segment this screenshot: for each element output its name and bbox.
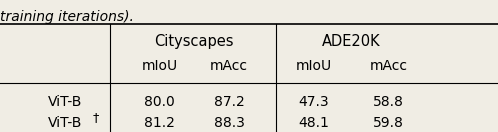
- Text: mIoU: mIoU: [296, 59, 332, 73]
- Text: mIoU: mIoU: [141, 59, 177, 73]
- Text: †: †: [92, 111, 99, 124]
- Text: ADE20K: ADE20K: [322, 34, 380, 50]
- Text: ViT-B: ViT-B: [47, 116, 82, 130]
- Text: 80.0: 80.0: [144, 95, 175, 109]
- Text: 88.3: 88.3: [214, 116, 245, 130]
- Text: mAcc: mAcc: [210, 59, 248, 73]
- Text: 47.3: 47.3: [298, 95, 329, 109]
- Text: 81.2: 81.2: [144, 116, 175, 130]
- Text: 59.8: 59.8: [373, 116, 404, 130]
- Text: mAcc: mAcc: [370, 59, 407, 73]
- Text: 87.2: 87.2: [214, 95, 245, 109]
- Text: training iterations).: training iterations).: [0, 10, 134, 25]
- Text: 58.8: 58.8: [373, 95, 404, 109]
- Text: Cityscapes: Cityscapes: [154, 34, 234, 50]
- Text: ViT-B: ViT-B: [47, 95, 82, 109]
- Text: 48.1: 48.1: [298, 116, 329, 130]
